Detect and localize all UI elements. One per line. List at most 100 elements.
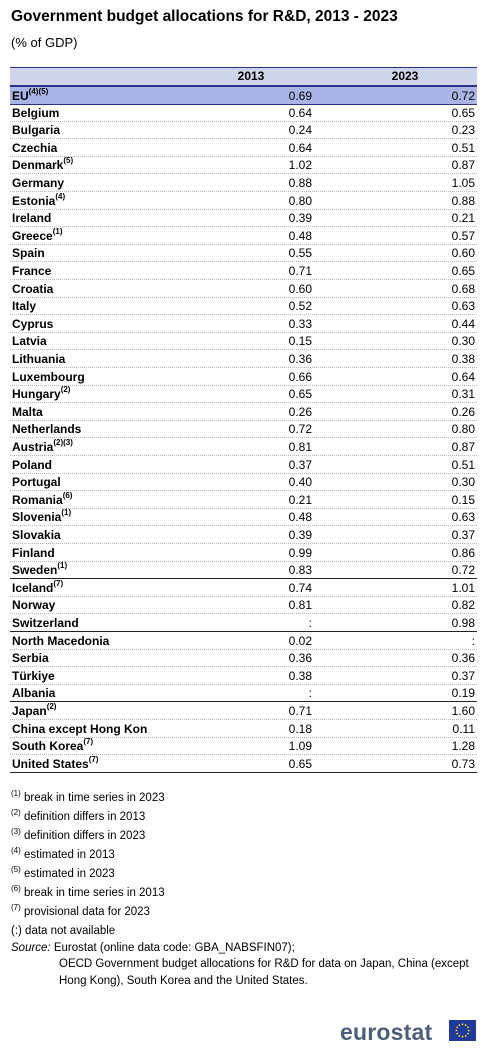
table-row: Luxembourg 0.66 0.64	[10, 368, 477, 386]
footnote-number: (5)	[11, 865, 21, 875]
value-2013: 0.66	[288, 369, 312, 384]
footnote: (2) definition differs in 2013	[11, 809, 165, 830]
value-2013: 0.33	[288, 316, 312, 331]
value-2023: 0.11	[452, 721, 475, 736]
value-2013: 0.81	[288, 440, 312, 454]
value-2023: 0.64	[451, 369, 475, 384]
row-label: Slovakia	[12, 528, 61, 542]
row-label: Sweden(1)	[12, 561, 68, 578]
value-2023: 0.68	[451, 281, 475, 296]
value-2013: 0.64	[288, 140, 312, 155]
footnote-marker: (2)	[60, 385, 71, 395]
value-2013: 0.02	[288, 633, 312, 648]
row-label: Switzerland	[12, 616, 79, 630]
value-2023: 0.44	[451, 316, 475, 331]
value-2023: 0.72	[451, 89, 475, 103]
footnote: (4) estimated in 2013	[11, 847, 165, 868]
footnote-text: estimated in 2013	[23, 849, 115, 861]
flag-star	[466, 1032, 469, 1035]
value-2013: 0.74	[288, 580, 312, 595]
value-2013: 0.99	[288, 545, 312, 560]
value-2023: 0.63	[451, 299, 475, 314]
row-label: Norway	[12, 598, 56, 613]
footnote-marker: (4)(5)	[28, 87, 49, 96]
table-row: Netherlands 0.72 0.80	[10, 420, 477, 439]
footnote-text: break in time series in 2023	[23, 792, 165, 804]
source-label: Source:	[11, 942, 51, 954]
footnote: (7) provisional data for 2023	[11, 904, 165, 925]
row-label: Malta	[12, 404, 43, 419]
table-row: Spain 0.55 0.60	[10, 244, 477, 263]
value-2023: 1.01	[451, 580, 475, 595]
table-row: Greece(1) 0.48 0.57	[10, 227, 477, 245]
footnote-text: provisional data for 2023	[23, 906, 150, 918]
value-2023: 1.28	[451, 739, 475, 754]
value-2023: 0.63	[451, 510, 475, 525]
footnote-marker: (2)(3)	[53, 438, 73, 447]
source-line-2: OECD Government budget allocations for R…	[59, 958, 469, 987]
value-2023: 0.98	[451, 616, 475, 630]
row-label: South Korea(7)	[12, 737, 94, 754]
table-row: Finland 0.99 0.86	[10, 544, 477, 562]
value-2013: 0.40	[288, 475, 312, 490]
footnote-text: definition differs in 2023	[23, 830, 146, 842]
footnote-marker: (6)	[62, 490, 73, 500]
flag-star	[466, 1026, 469, 1029]
row-label: Cyprus	[12, 316, 54, 331]
row-label: Lithuania	[12, 352, 66, 366]
value-2013: 0.71	[288, 704, 312, 718]
row-label: United States(7)	[12, 754, 99, 771]
row-label: Türkiye	[12, 668, 55, 683]
flag-star	[464, 1034, 467, 1037]
value-2013: 0.55	[288, 246, 312, 261]
value-2023: 0.73	[451, 756, 475, 771]
value-2013: 0.72	[288, 422, 312, 437]
value-2013: 0.69	[288, 89, 312, 103]
value-2023: 0.86	[451, 545, 475, 560]
row-label: Finland	[12, 545, 55, 560]
value-2013: 0.88	[288, 176, 312, 190]
footnote-marker: (7)	[53, 578, 64, 588]
row-label: Estonia(4)	[12, 191, 66, 208]
row-label: Slovenia(1)	[12, 508, 72, 525]
footnote: (5) estimated in 2023	[11, 865, 165, 887]
table-row: Serbia 0.36 0.36	[10, 649, 477, 668]
row-label: Spain	[12, 246, 45, 261]
table-row: Poland 0.37 0.51	[10, 456, 477, 474]
row-label: Portugal	[12, 475, 61, 490]
table-row: Albania: 0.19	[10, 684, 477, 703]
footnote-number: (3)	[11, 827, 21, 837]
flag-star	[467, 1029, 470, 1032]
footnote-marker: (7)	[88, 754, 99, 764]
value-2013: 1.02	[288, 158, 312, 173]
footnote-marker: (1)	[57, 561, 68, 571]
table-row: Ireland 0.39 0.21	[10, 209, 477, 228]
row-label: Netherlands	[12, 422, 82, 437]
value-2023: 0.57	[451, 228, 475, 243]
footnote: (1) break in time series in 2023	[11, 790, 165, 811]
value-2013: 0.15	[288, 334, 312, 349]
row-label: France	[12, 264, 52, 278]
data-table: 2013 2023 EU(4)(5) 0.69 0.72 Belgium 0.64 0.6…	[10, 67, 477, 773]
value-2013: 0.26	[288, 404, 312, 419]
value-2013: 0.52	[288, 299, 312, 314]
source-line-1: Eurostat (online data code: GBA_NABSFIN0…	[53, 942, 295, 954]
footnote-marker: (1)	[52, 226, 63, 236]
value-2023: 1.05	[451, 176, 475, 190]
value-2013: 0.83	[288, 563, 312, 578]
value-2013: :	[308, 686, 312, 701]
table-row: Czechia 0.64 0.51	[10, 139, 477, 157]
table-row: Japan(2) 0.71 1.60	[10, 702, 477, 720]
value-2023: 0.38	[451, 352, 475, 366]
table-row: Portugal 0.40 0.30	[10, 473, 477, 492]
value-2013: 0.24	[288, 123, 312, 138]
value-2023: 0.80	[451, 422, 475, 437]
value-2023: 0.65	[451, 264, 475, 278]
value-2023: 0.51	[451, 457, 475, 472]
value-2013: 0.39	[288, 211, 312, 226]
value-2013: 0.48	[288, 228, 312, 243]
row-label: Italy	[12, 299, 37, 314]
flag-star	[464, 1024, 467, 1027]
table-row: Sweden(1) 0.83 0.72	[10, 561, 477, 580]
value-2013: :	[308, 616, 312, 630]
